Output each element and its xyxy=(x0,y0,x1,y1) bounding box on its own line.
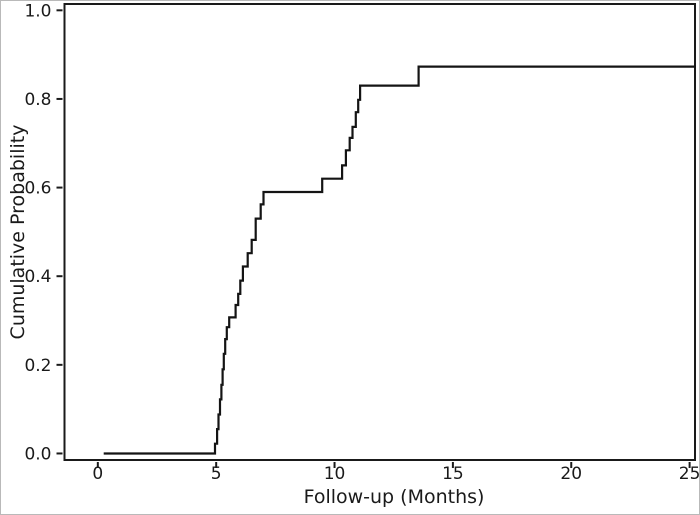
x-tick-label: 15 xyxy=(442,464,464,484)
x-tick-label: 0 xyxy=(92,464,103,484)
x-tick-label: 25 xyxy=(679,464,699,484)
y-tick-label: 0.0 xyxy=(24,444,51,464)
y-tick-label: 0.6 xyxy=(24,179,51,199)
step-curve xyxy=(103,65,696,455)
y-tick-label: 0.4 xyxy=(24,267,51,287)
y-axis-ticks: 0.0 0.2 0.4 0.6 0.8 1.0 xyxy=(24,1,63,464)
y-axis-title: Cumulative Probability xyxy=(7,125,29,340)
x-axis-ticks: 0 5 10 15 20 25 xyxy=(92,462,699,484)
y-tick-label: 0.2 xyxy=(24,356,51,376)
y-tick-label: 1.0 xyxy=(24,1,51,21)
y-tick-label: 0.8 xyxy=(24,90,51,110)
x-tick-label: 5 xyxy=(211,464,222,484)
x-axis-title: Follow-up (Months) xyxy=(304,486,485,508)
plot-frame xyxy=(63,3,696,461)
x-tick-label: 10 xyxy=(324,464,346,484)
x-tick-label: 20 xyxy=(560,464,582,484)
